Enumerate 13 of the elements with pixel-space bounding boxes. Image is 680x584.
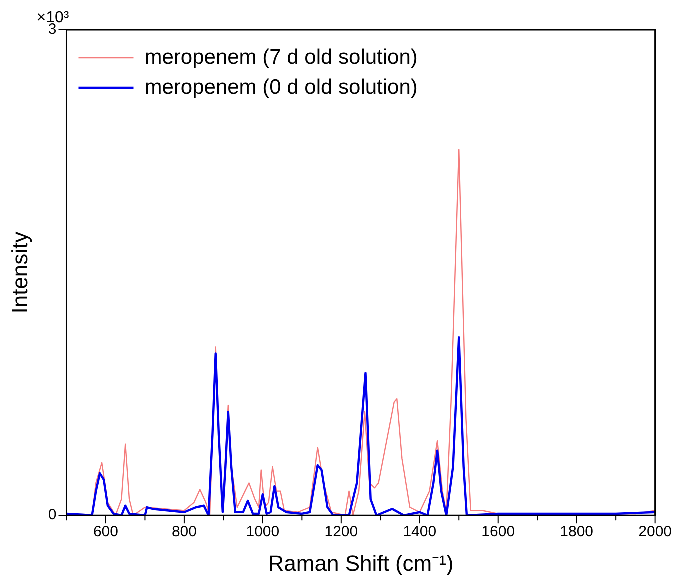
x-tick-label: 600 (93, 524, 118, 541)
legend-label: meropenem (0 d old solution) (144, 76, 418, 99)
x-tick-label: 1200 (324, 524, 358, 541)
x-tick-label: 1800 (560, 524, 594, 541)
x-tick-label: 1000 (246, 524, 280, 541)
x-tick-label: 1400 (403, 524, 437, 541)
x-axis-title: Raman Shift (cm⁻¹) (268, 550, 454, 576)
x-tick-label: 2000 (638, 524, 672, 541)
legend-label: meropenem (7 d old solution) (144, 46, 418, 69)
y-axis-title: Intensity (7, 232, 32, 314)
x-tick-label: 800 (172, 524, 197, 541)
x-tick-label: 1600 (482, 524, 516, 541)
y-tick-label: 0 (48, 506, 57, 524)
